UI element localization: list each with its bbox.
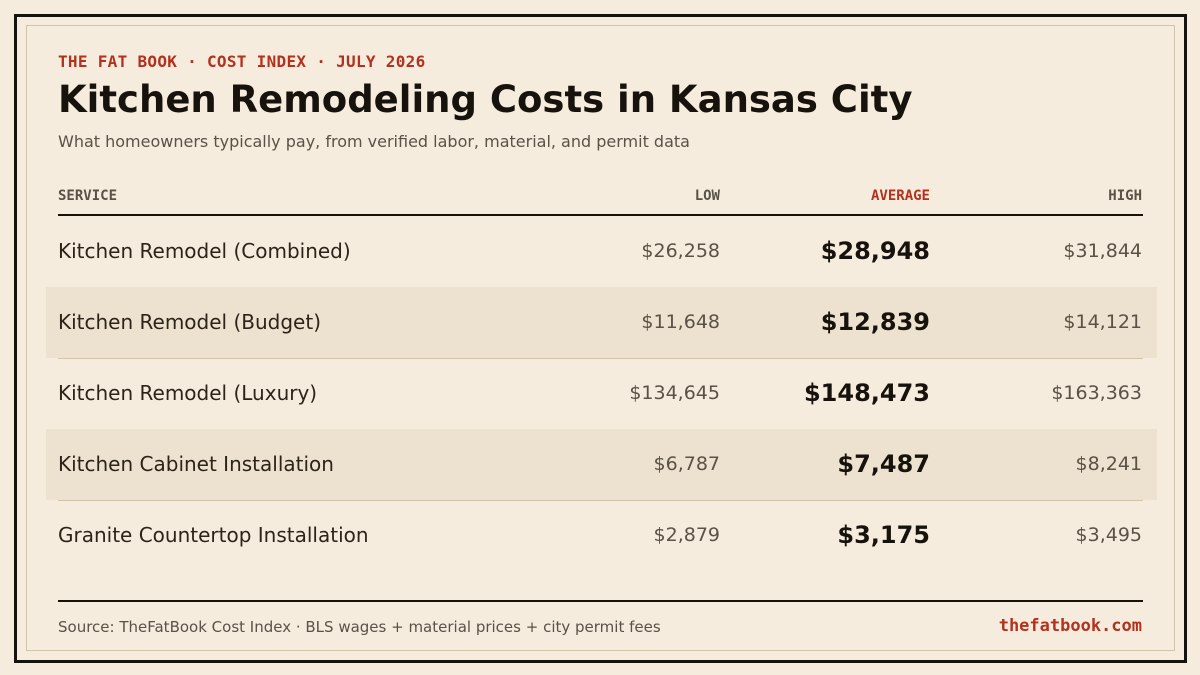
row-average-price: $148,473: [803, 379, 930, 407]
footer-divider: [58, 600, 1143, 602]
source-note: Source: TheFatBook Cost Index · BLS wage…: [58, 618, 661, 636]
row-service: Kitchen Cabinet Installation: [58, 452, 334, 476]
row-service: Granite Countertop Installation: [58, 523, 369, 547]
row-average-price: $7,487: [837, 450, 930, 478]
table-row: Kitchen Remodel (Budget) $11,648 $12,839…: [46, 287, 1157, 358]
inner-frame: [26, 25, 1175, 651]
column-header-average: AVERAGE: [870, 188, 930, 204]
row-high-price: $8,241: [1075, 453, 1142, 475]
row-divider: [58, 500, 1143, 501]
column-header-low: LOW: [694, 188, 720, 204]
column-header-service: SERVICE: [58, 188, 118, 204]
site-link[interactable]: thefatbook.com: [998, 616, 1142, 636]
row-service: Kitchen Remodel (Luxury): [58, 381, 318, 405]
row-average-price: $3,175: [837, 521, 930, 549]
table-row: Kitchen Remodel (Combined) $26,258 $28,9…: [46, 216, 1157, 287]
row-service: Kitchen Remodel (Combined): [58, 239, 351, 263]
row-average-price: $12,839: [820, 308, 930, 336]
row-high-price: $3,495: [1075, 524, 1142, 546]
row-high-price: $163,363: [1051, 382, 1142, 404]
row-low-price: $26,258: [641, 240, 720, 262]
row-average-price: $28,948: [820, 237, 930, 265]
page-subtitle: What homeowners typically pay, from veri…: [58, 132, 690, 151]
header-divider: [58, 214, 1143, 216]
table-row: Granite Countertop Installation $2,879 $…: [46, 500, 1157, 571]
table-row: Kitchen Cabinet Installation $6,787 $7,4…: [46, 429, 1157, 500]
row-low-price: $6,787: [653, 453, 720, 475]
page-title: Kitchen Remodeling Costs in Kansas City: [58, 78, 913, 121]
row-service: Kitchen Remodel (Budget): [58, 310, 321, 334]
row-low-price: $11,648: [641, 311, 720, 333]
row-low-price: $2,879: [653, 524, 720, 546]
row-divider: [58, 358, 1143, 359]
row-high-price: $14,121: [1063, 311, 1142, 333]
row-low-price: $134,645: [629, 382, 720, 404]
table-row: Kitchen Remodel (Luxury) $134,645 $148,4…: [46, 358, 1157, 429]
column-header-high: HIGH: [1108, 188, 1142, 204]
row-high-price: $31,844: [1063, 240, 1142, 262]
outer-frame: [14, 14, 1187, 663]
eyebrow-label: THE FAT BOOK · COST INDEX · JULY 2026: [58, 52, 426, 71]
